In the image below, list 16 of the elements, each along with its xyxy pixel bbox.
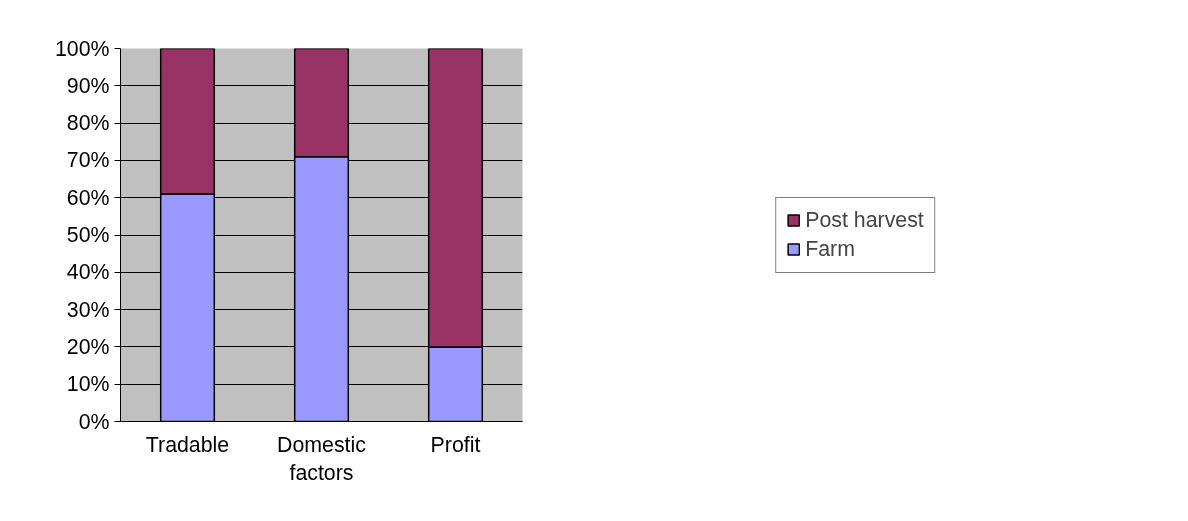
y-tick-label: 60% xyxy=(66,185,110,210)
y-tick-label: 0% xyxy=(78,409,110,434)
y-tick-label: 70% xyxy=(66,148,110,173)
x-tick-label: Tradable xyxy=(145,432,230,457)
y-tick-label: 50% xyxy=(66,223,110,247)
x-tick-label: Domestic factors xyxy=(277,432,367,486)
y-tick-label: 40% xyxy=(66,260,110,285)
y-tick-label: 90% xyxy=(66,73,110,98)
x-tick-label: Profit xyxy=(430,432,481,457)
y-tick-label: 100% xyxy=(54,36,110,61)
legend-label: Post harvest xyxy=(805,207,924,233)
y-tick-label: 30% xyxy=(66,297,110,322)
y-tick-label: 10% xyxy=(66,372,110,397)
y-tick-label: 20% xyxy=(66,334,110,359)
legend-label: Farm xyxy=(805,236,855,262)
y-tick-label: 80% xyxy=(66,111,110,136)
